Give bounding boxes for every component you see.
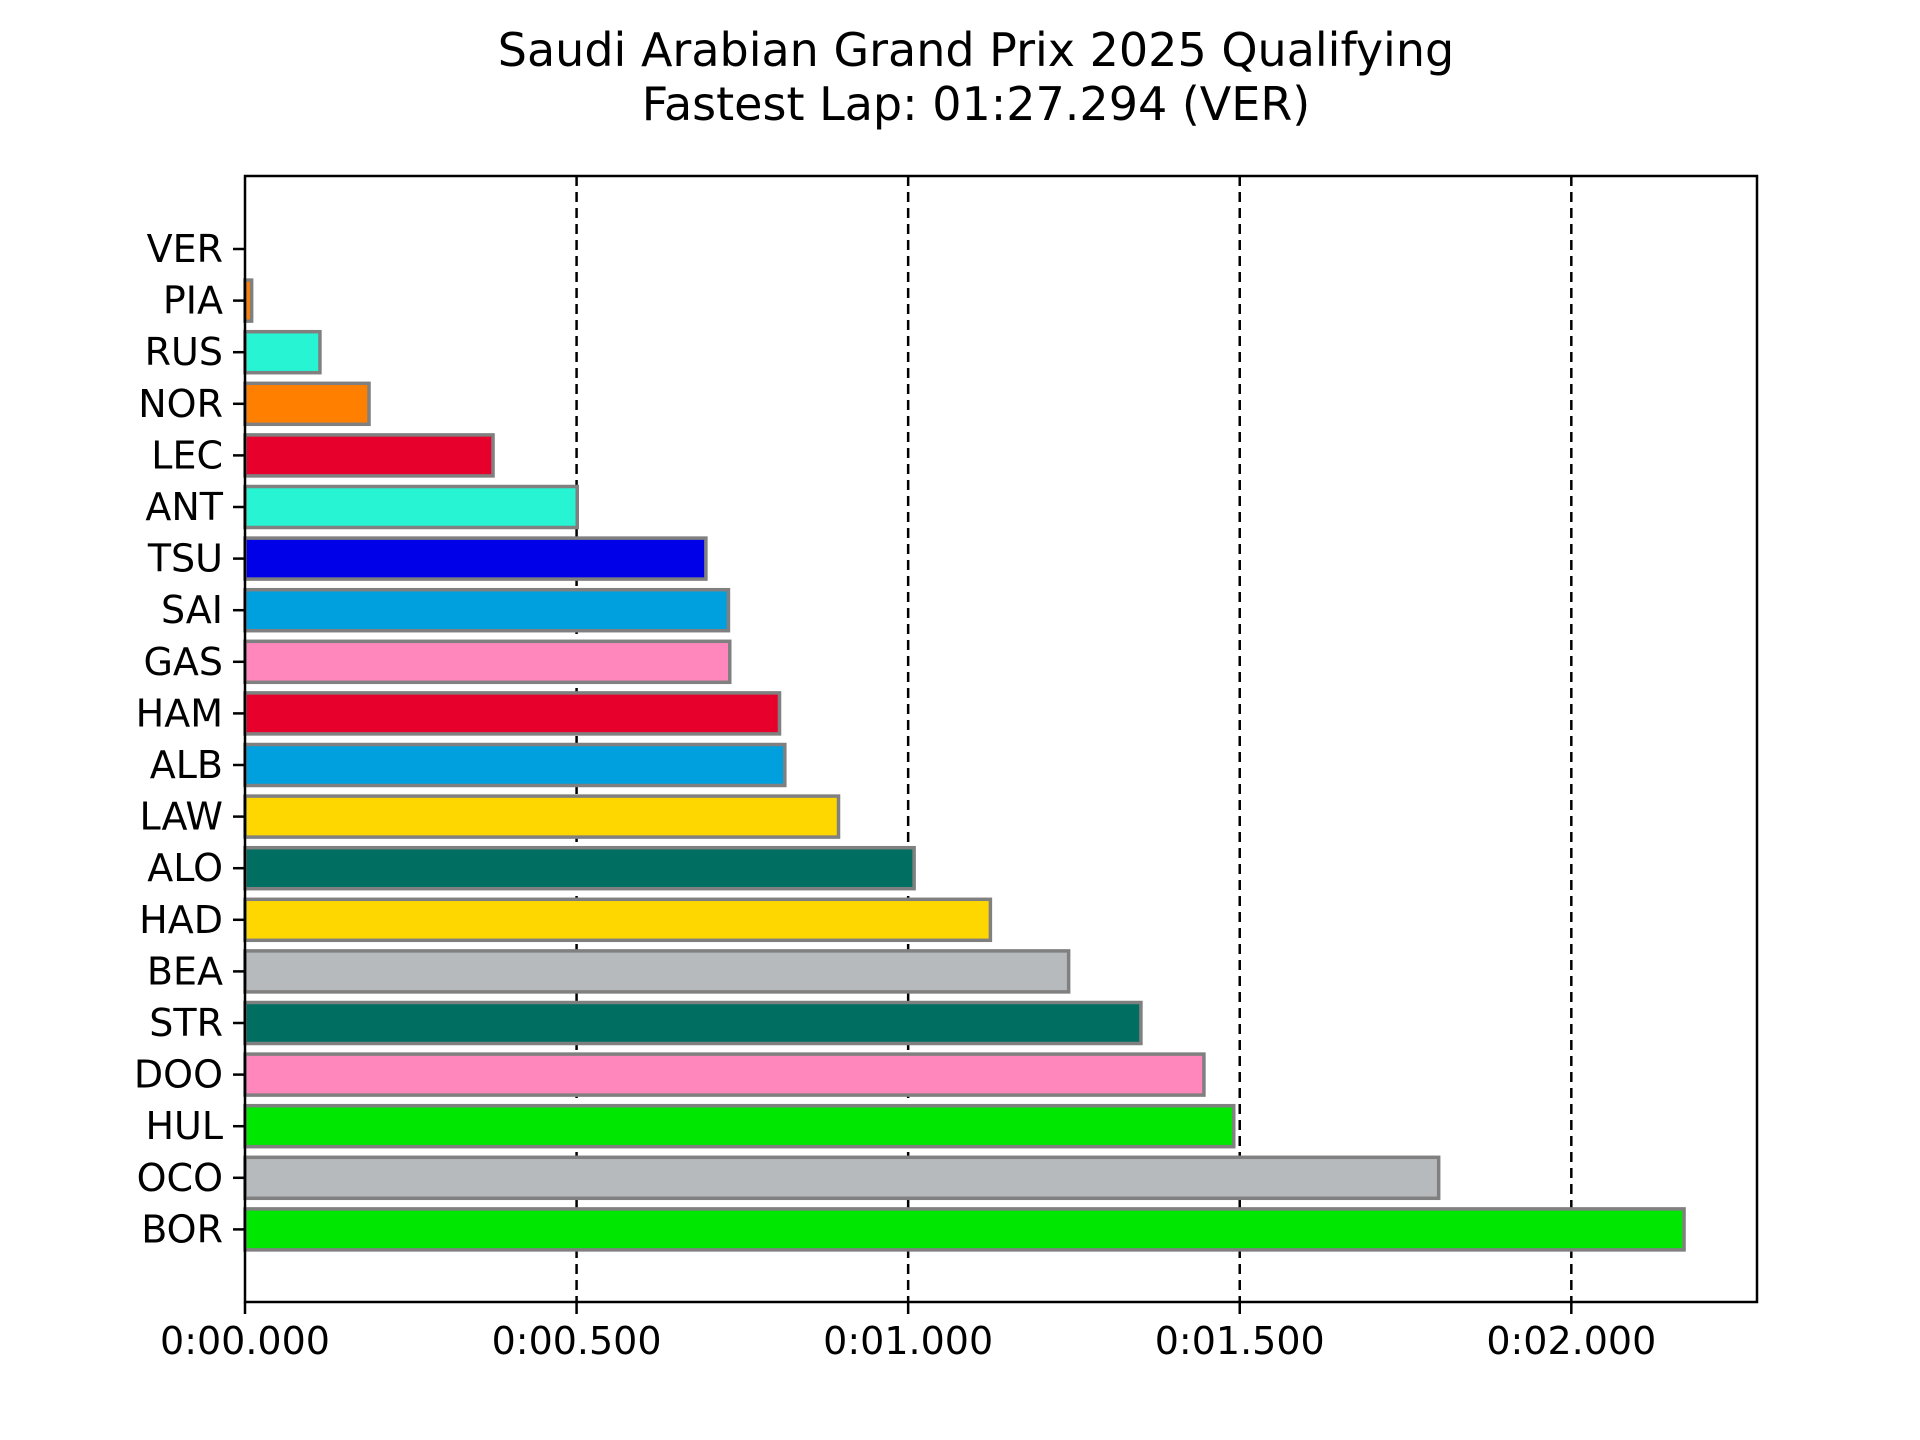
y-tick-label-nor: NOR (138, 382, 223, 426)
bar-law (243, 794, 841, 839)
y-tick-label-oco: OCO (137, 1156, 223, 1200)
x-axis: 0:00.000 0:00.500 0:01.000 0:01.500 0:02.000 (160, 1302, 1656, 1363)
y-tick-label-bor: BOR (141, 1207, 223, 1251)
y-tick-label-doo: DOO (134, 1053, 223, 1097)
bar-lec (243, 433, 495, 478)
bar-nor (243, 381, 371, 427)
bars (243, 278, 1686, 1252)
y-tick-label-ver: VER (147, 227, 223, 271)
bar-bea (243, 949, 1071, 994)
bar-ham (243, 691, 782, 736)
x-tick-label: 0:00.000 (160, 1319, 330, 1363)
bar-doo (243, 1052, 1206, 1097)
bar-ant (243, 484, 579, 530)
gridlines (575, 176, 1573, 1302)
y-tick-label-alo: ALO (147, 846, 223, 890)
x-tick-label: 0:02.000 (1486, 1319, 1656, 1363)
y-tick-label-bea: BEA (147, 949, 223, 993)
bar-bor (243, 1207, 1686, 1252)
y-tick-label-pia: PIA (163, 279, 223, 323)
bar-alb (243, 742, 787, 788)
y-tick-label-hul: HUL (145, 1104, 223, 1148)
y-tick-label-had: HAD (139, 898, 223, 942)
y-tick-label-alb: ALB (150, 743, 223, 787)
x-tick-label: 0:01.000 (823, 1319, 993, 1363)
bar-sai (243, 587, 731, 633)
bar-rus (243, 329, 322, 375)
y-tick-label-sai: SAI (161, 588, 223, 632)
chart-title: Saudi Arabian Grand Prix 2025 Qualifying (498, 23, 1454, 77)
y-tick-label-ham: HAM (136, 691, 223, 735)
bar-tsu (243, 536, 708, 581)
bar-hul (243, 1103, 1236, 1149)
x-tick-label: 0:01.500 (1155, 1319, 1325, 1363)
y-tick-label-law: LAW (139, 795, 223, 839)
bar-alo (243, 845, 916, 891)
y-tick-label-rus: RUS (145, 330, 223, 374)
y-tick-label-tsu: TSU (147, 537, 223, 581)
y-tick-label-str: STR (149, 1001, 223, 1045)
bar-oco (243, 1155, 1441, 1201)
bar-str (243, 1000, 1143, 1046)
x-tick-label: 0:00.500 (492, 1319, 662, 1363)
y-tick-label-ant: ANT (145, 485, 223, 529)
plot-frame (243, 174, 1759, 1304)
bar-gas (243, 639, 732, 685)
y-axis: VER PIA RUS NOR LEC ANT TSU SAI GAS HAM ALB LAW ALO H… (134, 227, 245, 1251)
bar-had (243, 897, 993, 943)
y-tick-label-gas: GAS (143, 640, 223, 684)
chart-subtitle: Fastest Lap: 01:27.294 (VER) (642, 77, 1310, 131)
y-tick-label-lec: LEC (151, 433, 223, 477)
